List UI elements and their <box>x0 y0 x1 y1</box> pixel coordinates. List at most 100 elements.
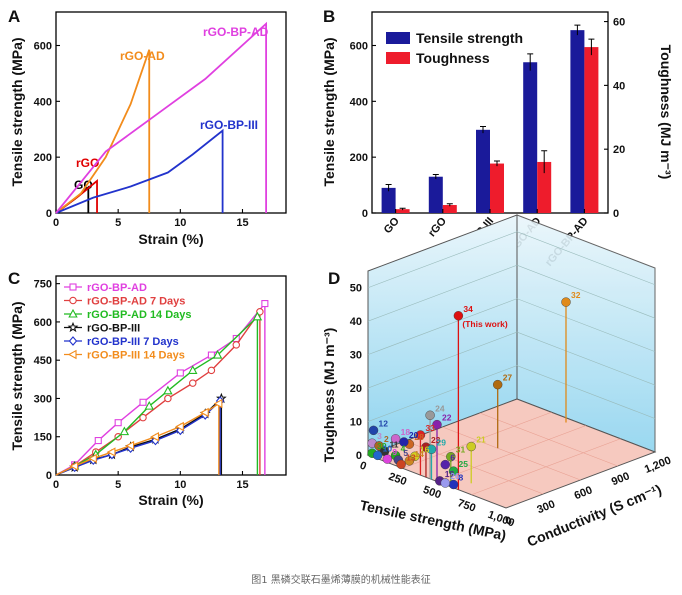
data-point <box>200 407 209 418</box>
data-point <box>94 437 102 445</box>
legend-label: Toughness <box>416 50 490 66</box>
point-label: 26 <box>450 471 460 481</box>
y2-axis-label: Toughness (MJ m⁻³) <box>658 45 674 180</box>
category-label: rGO <box>426 215 449 239</box>
data-point <box>425 410 435 420</box>
category-label: GO <box>382 215 402 236</box>
data-point <box>69 296 77 305</box>
x-tick-label: 500 <box>421 484 442 502</box>
plot-frame <box>55 11 287 214</box>
bar-toughness <box>395 209 410 213</box>
plot-frame <box>55 275 287 476</box>
point-label: 24 <box>435 403 445 413</box>
panel-label: C <box>8 269 20 288</box>
data-point <box>139 398 147 406</box>
x-tick-label: 250 <box>387 471 408 489</box>
error-bar <box>399 207 406 211</box>
error-bar <box>385 184 392 192</box>
y-tick-label: 400 <box>34 96 52 108</box>
point-label: 25 <box>459 459 469 469</box>
grid-line <box>479 412 618 467</box>
data-point <box>446 451 456 462</box>
y-tick-label: 750 <box>34 279 52 291</box>
x-tick-label: 5 <box>115 217 121 229</box>
data-point <box>144 400 154 410</box>
point-label: 11 <box>390 439 399 449</box>
panel-label: D <box>328 269 340 288</box>
data-point <box>106 447 116 457</box>
data-point <box>440 459 450 470</box>
bar-tensile <box>428 176 443 213</box>
data-point <box>382 454 393 464</box>
series-line <box>55 128 224 214</box>
z-tick-label: 0 <box>504 515 514 528</box>
legend-label: rGO-BP-III 7 Days <box>87 336 179 348</box>
y-tick-label: 150 <box>34 432 52 444</box>
legend-label: rGO-BP-AD <box>87 282 147 294</box>
panel-label: B <box>323 7 335 26</box>
y-axis-label: Toughness (MJ m⁻³) <box>321 328 337 463</box>
bar-toughness <box>442 205 457 213</box>
bar-tensile <box>570 30 585 214</box>
y-tick-label: 0 <box>356 450 362 462</box>
error-bar <box>432 173 439 179</box>
data-point <box>188 365 198 374</box>
data-point <box>432 419 442 430</box>
y-tick-label: 600 <box>34 317 52 329</box>
data-point <box>125 440 135 451</box>
point-label: 18 <box>401 427 411 437</box>
point-label: 6 <box>450 453 455 463</box>
error-bar <box>588 38 595 56</box>
point-label: 29 <box>436 437 446 447</box>
series-line <box>55 49 151 214</box>
legend-label: rGO-BP-AD 7 Days <box>87 296 185 308</box>
y-axis-label: Tensile strength (MPa) <box>9 37 25 186</box>
y-axis-label: Tensile strength (MPa) <box>321 37 337 186</box>
data-point <box>404 456 415 466</box>
y-tick-label: 200 <box>34 152 52 164</box>
point-label: 3 <box>377 431 382 441</box>
data-point <box>68 308 78 318</box>
data-point <box>426 444 437 454</box>
point-label: 31 <box>456 445 466 455</box>
x-tick-label: 750 <box>456 497 477 515</box>
panel-a: A0 5 10 150200400600GOrGOrGO-ADrGO-BP-IIIrG… <box>8 7 287 247</box>
z-tick-label: 300 <box>535 498 557 516</box>
data-point <box>175 421 184 432</box>
series-label: rGO-BP-AD <box>203 25 269 39</box>
point-label: 23 <box>431 435 441 445</box>
figure-caption: 图1 黑磷交联石墨烯薄膜的机械性能表征 <box>251 573 431 586</box>
series-line <box>55 402 220 476</box>
data-point <box>232 341 241 349</box>
point-label: 30 <box>377 441 387 451</box>
data-point <box>390 434 401 444</box>
point-label: 27 <box>503 373 513 383</box>
legend-label: rGO-BP-AD 14 Days <box>87 309 192 321</box>
point-label: 19 <box>445 469 455 479</box>
grid-line <box>367 331 656 389</box>
x-tick-label: 0 <box>358 459 368 472</box>
legend-label: rGO-BP-III <box>87 323 140 335</box>
data-point <box>466 441 476 452</box>
point-label: 8 <box>459 473 464 483</box>
data-point <box>399 437 409 447</box>
legend-swatch <box>386 52 410 64</box>
data-point <box>68 336 78 346</box>
data-point <box>139 413 147 422</box>
point-label: 28 <box>414 432 424 442</box>
z-tick-label: 1,200 <box>643 454 673 475</box>
data-point <box>493 379 503 390</box>
data-point <box>207 366 216 375</box>
panel-label: A <box>8 7 20 26</box>
bar-tensile <box>523 62 538 213</box>
error-bar <box>494 160 500 167</box>
y-axis-label: Tensile strength (MPa) <box>9 301 25 450</box>
data-point <box>164 394 172 403</box>
point-label: 34 <box>463 304 473 314</box>
data-point <box>189 379 197 387</box>
y-tick-label: 0 <box>46 470 52 482</box>
point-label: 32 <box>571 290 581 300</box>
point-label: 9 <box>392 447 397 457</box>
